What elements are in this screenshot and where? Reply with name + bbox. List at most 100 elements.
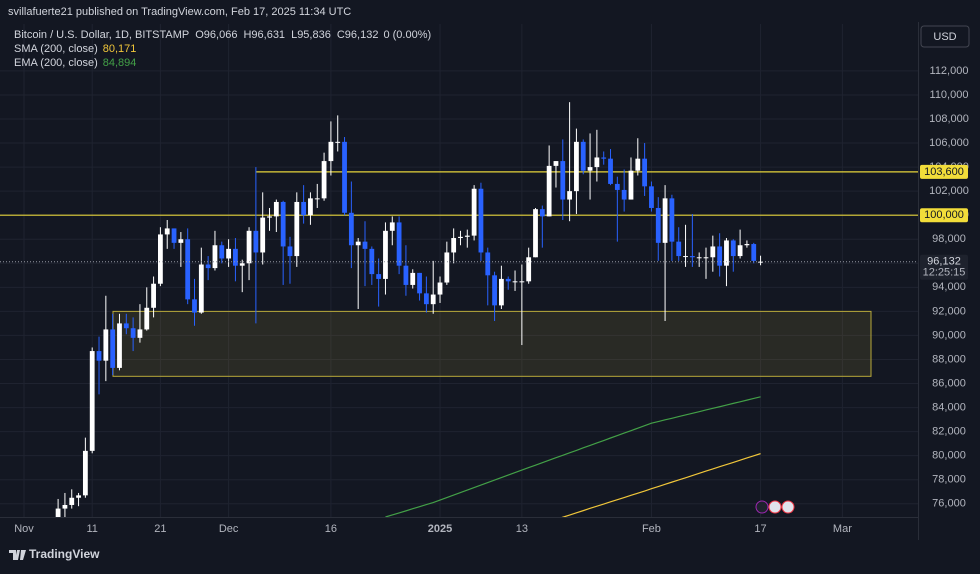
candle-body <box>212 245 218 269</box>
y-tick-label: 110,000 <box>930 89 969 101</box>
candle-body <box>574 141 579 192</box>
logo-mark <box>9 550 26 560</box>
level-label: 100,000 <box>924 209 964 221</box>
y-tick-label: 112,000 <box>930 65 969 77</box>
candle-body <box>492 275 497 306</box>
candle-body <box>273 201 279 217</box>
candle-body <box>689 256 695 258</box>
candle-body <box>246 230 252 264</box>
candle-body <box>260 217 266 253</box>
change-label: 0 (0.00%) <box>383 29 431 41</box>
indicator-legend-item: SMA (200, close) 80,171 <box>14 43 136 55</box>
candle-body <box>362 241 368 249</box>
indicator-name: SMA (200, close) <box>14 43 98 55</box>
y-tick-label: 92,000 <box>932 305 966 317</box>
candle-body <box>744 244 750 246</box>
indicator-value: 80,171 <box>103 43 137 55</box>
ohlc: O96,066 H96,631 L95,836 C96,132 <box>195 29 378 41</box>
x-tick-label: Dec <box>219 523 239 535</box>
candle-body <box>683 256 688 258</box>
candle-body <box>280 201 286 247</box>
candle-body <box>737 245 743 257</box>
candle-body <box>348 212 354 246</box>
indicator-line <box>561 453 761 517</box>
ohlc-value: 95,836 <box>297 29 331 41</box>
y-tick-label: 82,000 <box>932 426 966 438</box>
candle-body <box>587 167 593 171</box>
candle-body <box>76 495 81 498</box>
chart-title: Bitcoin / U.S. Dollar, 1D, BITSTAMP <box>14 29 189 41</box>
candle-body <box>560 161 566 200</box>
candle-body <box>233 248 238 266</box>
candle-body <box>546 165 552 217</box>
candle-body <box>110 329 116 368</box>
last-price-box <box>920 254 968 280</box>
candle-body <box>499 278 504 306</box>
candle-body <box>533 209 538 258</box>
event-icon[interactable] <box>781 500 795 514</box>
y-tick-label: 108,000 <box>929 113 969 125</box>
candle-body <box>389 222 395 231</box>
candle-body <box>103 329 109 361</box>
candle-body <box>655 207 661 243</box>
candle-body <box>717 246 723 266</box>
candle-body <box>710 246 716 258</box>
candle-body <box>458 236 463 239</box>
indicator-name: EMA (200, close) <box>14 57 98 69</box>
candle-body <box>301 201 307 216</box>
y-tick-label: 84,000 <box>932 401 966 413</box>
y-tick-label: 80,000 <box>932 450 966 462</box>
candle-body <box>519 281 525 283</box>
ohlc-key: C <box>337 29 345 41</box>
candle-body <box>342 141 347 213</box>
candle-body <box>614 183 620 190</box>
candle-body <box>383 230 388 279</box>
candle-body <box>567 191 572 200</box>
candle-body <box>62 504 68 509</box>
x-tick-label: Mar <box>833 523 852 535</box>
currency-button[interactable] <box>920 25 970 48</box>
x-tick-label: 13 <box>516 523 528 535</box>
level-label-box <box>920 164 968 179</box>
candle-body <box>649 186 654 208</box>
candle-body <box>192 299 197 313</box>
x-tick-label: 2025 <box>428 523 452 535</box>
candle-body <box>253 230 259 253</box>
x-tick-label: 16 <box>325 523 337 535</box>
candle-body <box>437 282 443 295</box>
y-tick-label: 98,000 <box>932 233 966 245</box>
candle-body <box>328 141 334 162</box>
candle-body <box>464 235 470 237</box>
candle-body <box>130 328 136 338</box>
ohlc-value: 96,132 <box>345 29 379 41</box>
plot <box>0 102 918 517</box>
candle-body <box>151 283 156 308</box>
candle-body <box>580 141 586 171</box>
candle-body <box>526 257 532 282</box>
candle-body <box>621 189 627 200</box>
candle-body <box>444 252 450 283</box>
candle-body <box>287 246 293 257</box>
event-icon[interactable] <box>755 500 769 514</box>
candle-body <box>758 261 763 263</box>
candle-body <box>294 201 300 257</box>
candle-body <box>539 209 545 217</box>
candle-body <box>410 272 416 285</box>
candle-body <box>451 238 457 253</box>
candle-body <box>314 198 320 200</box>
candle-body <box>158 234 163 284</box>
ohlc-value: 96,066 <box>204 29 238 41</box>
level-label-box <box>920 208 968 223</box>
y-tick-label: 86,000 <box>932 377 966 389</box>
candle-body <box>703 257 709 259</box>
last-price-label: 96,132 <box>927 256 961 268</box>
candle-body <box>96 351 102 361</box>
candle-body <box>478 188 484 253</box>
logo <box>9 550 26 560</box>
event-icon[interactable] <box>768 500 782 514</box>
candle-body <box>594 157 600 168</box>
y-tick-label: 102,000 <box>929 185 969 197</box>
ohlc-key: H <box>243 29 251 41</box>
x-tick-label: Nov <box>14 523 34 535</box>
candle-body <box>226 248 231 259</box>
